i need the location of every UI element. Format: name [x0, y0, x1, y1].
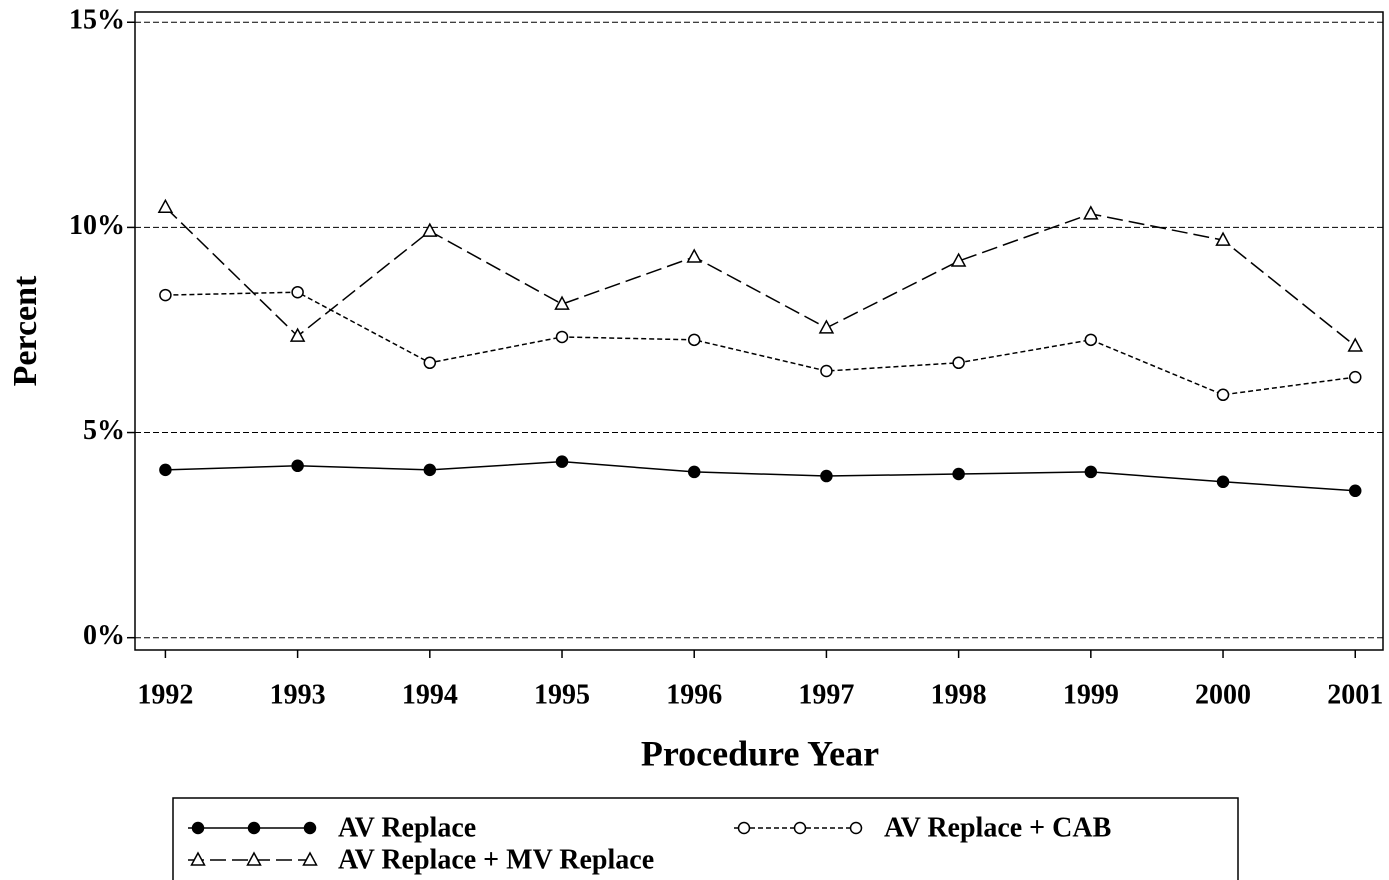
legend-marker — [246, 851, 262, 866]
series-line — [165, 291, 1356, 396]
marker — [291, 459, 304, 473]
marker — [291, 285, 304, 299]
x-tick-label: 1996 — [666, 679, 722, 710]
marker — [1084, 465, 1098, 479]
y-axis-label: Percent — [7, 275, 44, 386]
legend-box — [172, 797, 1239, 880]
legend-marker — [302, 851, 318, 866]
x-axis-label: Procedure Year — [641, 733, 879, 773]
marker — [818, 319, 835, 334]
legend-marker — [849, 821, 863, 835]
marker — [820, 364, 833, 378]
y-tick-label: 10% — [69, 210, 125, 241]
marker — [1347, 337, 1363, 352]
series-line — [165, 460, 1356, 492]
x-tick-label: 1999 — [1063, 679, 1119, 710]
x-tick-label: 2000 — [1195, 679, 1251, 710]
marker — [159, 463, 172, 477]
x-tick-label: 1997 — [798, 679, 854, 710]
legend-marker — [737, 821, 751, 835]
marker — [555, 455, 569, 468]
plot-frame — [134, 11, 1384, 651]
legend-marker — [793, 821, 807, 835]
marker — [159, 288, 172, 302]
marker — [687, 333, 701, 347]
x-tick-label: 1998 — [931, 679, 987, 710]
x-tick-label: 1992 — [137, 679, 193, 710]
marker — [1216, 388, 1230, 402]
marker — [1348, 370, 1362, 384]
marker — [555, 330, 569, 344]
marker — [1348, 484, 1362, 498]
series-line — [164, 206, 1356, 347]
legend-label: AV Replace + MV Replace — [338, 844, 654, 875]
marker — [1084, 333, 1098, 347]
marker — [686, 248, 702, 263]
marker — [422, 222, 438, 237]
x-tick-label: 1994 — [402, 679, 458, 710]
legend-label: AV Replace — [338, 812, 476, 843]
legend-marker — [191, 821, 205, 835]
legend-marker — [190, 851, 206, 866]
marker — [554, 295, 570, 310]
marker — [950, 252, 967, 267]
marker — [1083, 205, 1099, 220]
legend-marker — [247, 821, 261, 835]
marker — [423, 463, 437, 477]
marker — [952, 467, 965, 481]
marker — [1215, 231, 1231, 246]
y-tick-label: 0% — [83, 620, 125, 651]
x-tick-label: 1993 — [270, 679, 326, 710]
marker — [1216, 475, 1230, 489]
y-tick-label: 5% — [83, 415, 125, 446]
marker — [820, 469, 833, 483]
y-tick-label: 15% — [69, 5, 125, 36]
marker — [423, 356, 437, 370]
marker — [952, 356, 965, 370]
legend-label: AV Replace + CAB — [884, 812, 1111, 843]
marker — [687, 465, 701, 479]
marker — [289, 327, 306, 342]
legend-marker — [303, 821, 317, 835]
x-tick-label: 1995 — [534, 679, 590, 710]
marker — [157, 198, 174, 214]
x-tick-label: 2001 — [1327, 679, 1383, 710]
